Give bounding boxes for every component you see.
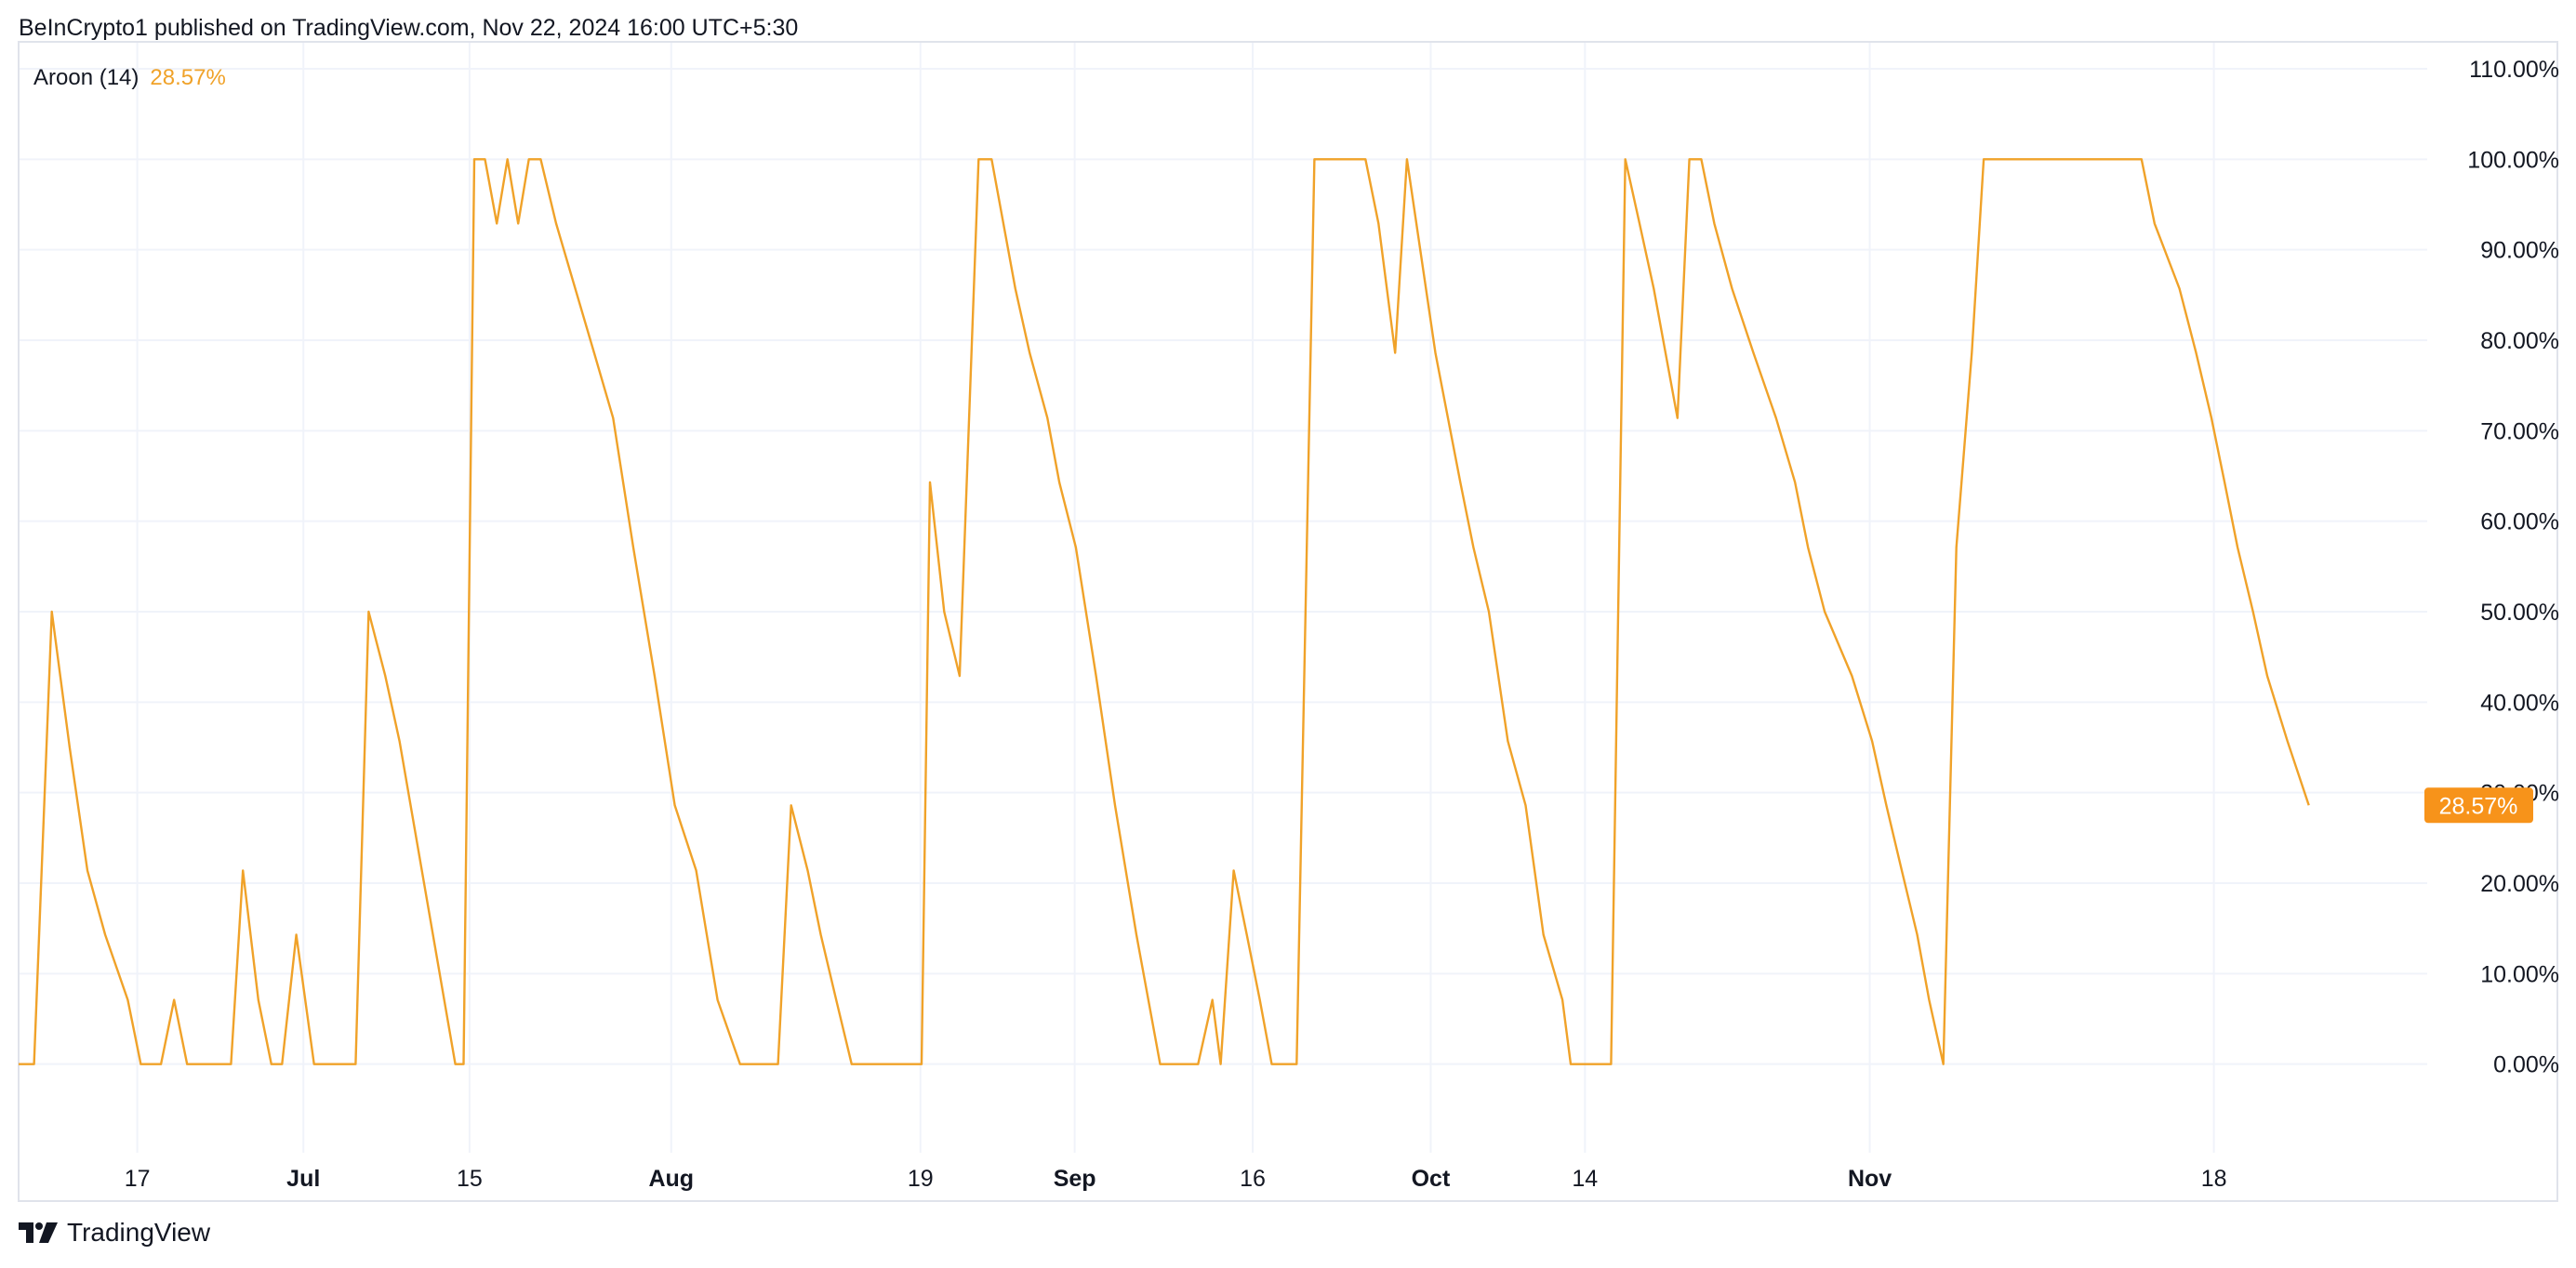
y-tick-label: 0.00%	[2493, 1052, 2559, 1078]
x-tick-label: 14	[1572, 1166, 1598, 1192]
y-tick-label: 90.00%	[2480, 238, 2559, 264]
y-tick-label: 110.00%	[2469, 57, 2559, 83]
publish-attribution: BeInCrypto1 published on TradingView.com…	[19, 15, 799, 41]
tradingview-footer[interactable]: TradingView	[19, 1218, 210, 1248]
indicator-legend[interactable]: Aroon (14) 28.57%	[33, 65, 226, 91]
y-tick-label: 20.00%	[2480, 871, 2559, 897]
y-tick-label: 100.00%	[2467, 147, 2559, 173]
y-tick-label: 80.00%	[2480, 328, 2559, 354]
tradingview-logo-icon	[19, 1222, 58, 1243]
indicator-value: 28.57%	[150, 65, 226, 90]
y-tick-label: 60.00%	[2480, 509, 2559, 535]
x-tick-label: 16	[1240, 1166, 1266, 1192]
tradingview-wordmark: TradingView	[67, 1218, 211, 1247]
y-tick-label: 50.00%	[2480, 600, 2559, 626]
x-axis: 17 Jul 15 Aug 19 Sep 16 Oct 14 Nov 18	[125, 1166, 2227, 1192]
y-tick-label: 10.00%	[2480, 961, 2559, 987]
y-tick-label: 70.00%	[2480, 418, 2559, 444]
x-tick-label: Oct	[1412, 1166, 1451, 1192]
x-tick-label: 18	[2201, 1166, 2227, 1192]
indicator-name: Aroon (14)	[33, 65, 139, 90]
x-tick-label: 15	[457, 1166, 483, 1192]
chart-frame	[18, 41, 2558, 1202]
x-tick-label: Sep	[1054, 1166, 1096, 1192]
last-value-text: 28.57%	[2439, 793, 2518, 819]
last-value-badge	[2424, 787, 2533, 824]
y-axis: 0.00%10.00%20.00%30.00%40.00%50.00%60.00…	[2467, 57, 2559, 1078]
x-tick-label: Nov	[1848, 1166, 1892, 1192]
x-tick-label: Aug	[648, 1166, 694, 1192]
y-tick-label: 40.00%	[2480, 690, 2559, 716]
x-tick-label: Jul	[286, 1166, 320, 1192]
grid-lines	[19, 42, 2427, 1153]
x-tick-label: 17	[125, 1166, 151, 1192]
aroon-series-line	[19, 158, 2310, 1065]
last-value-label: 28.57%	[2424, 787, 2533, 824]
x-tick-label: 19	[908, 1166, 934, 1192]
